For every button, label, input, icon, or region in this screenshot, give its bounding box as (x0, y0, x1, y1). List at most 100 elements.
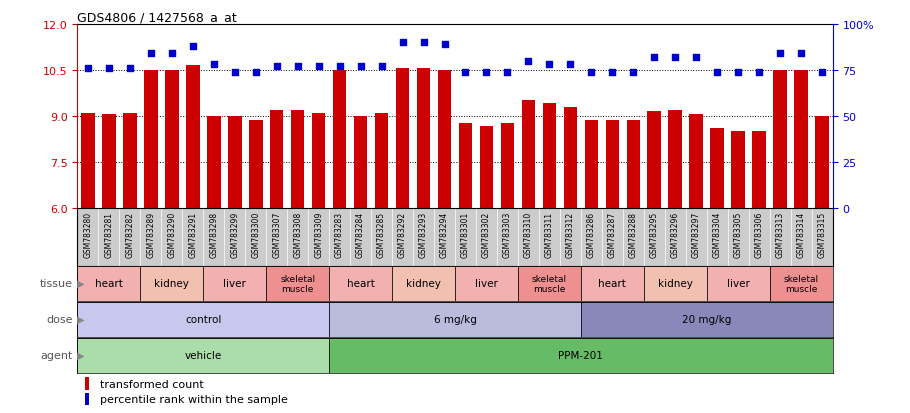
Text: GSM783306: GSM783306 (754, 211, 763, 257)
Bar (753, 132, 766, 208)
Text: percentile rank within the sample: percentile rank within the sample (100, 394, 288, 404)
Text: GSM783289: GSM783289 (147, 211, 156, 257)
Bar (267, 266, 329, 301)
Text: heart: heart (95, 278, 123, 289)
Bar (248, 121, 262, 208)
Point (584, 69, 599, 76)
Text: GSM783302: GSM783302 (482, 211, 491, 257)
Text: liver: liver (223, 278, 246, 289)
Point (459, 69, 473, 76)
Text: GSM783311: GSM783311 (545, 211, 554, 257)
Point (102, 66, 116, 72)
Bar (329, 302, 581, 337)
Text: 6 mg/kg: 6 mg/kg (433, 314, 477, 325)
Text: dose: dose (46, 314, 73, 325)
Bar (77, 266, 140, 301)
Bar (228, 116, 241, 208)
Text: skeletal
muscle: skeletal muscle (280, 274, 315, 293)
Bar (417, 69, 430, 208)
Point (395, 40, 410, 46)
Text: liver: liver (475, 278, 498, 289)
Text: GSM783312: GSM783312 (566, 211, 575, 257)
Point (81, 66, 96, 72)
Bar (542, 104, 556, 208)
Text: heart: heart (347, 278, 375, 289)
Text: 20 mg/kg: 20 mg/kg (682, 314, 732, 325)
Bar (392, 266, 455, 301)
Text: GSM783294: GSM783294 (440, 211, 449, 257)
Bar (207, 116, 220, 208)
Text: GSM783285: GSM783285 (377, 211, 386, 257)
Text: GSM783288: GSM783288 (629, 211, 638, 257)
Text: skeletal
muscle: skeletal muscle (784, 274, 819, 293)
Point (416, 40, 430, 46)
Text: GSM783280: GSM783280 (84, 211, 92, 257)
Bar (581, 302, 833, 337)
Point (689, 55, 703, 61)
Point (542, 62, 557, 69)
Text: GSM783300: GSM783300 (251, 211, 260, 257)
Bar (644, 266, 707, 301)
Point (668, 55, 682, 61)
Point (374, 64, 389, 70)
Point (814, 69, 829, 76)
Text: GSM783293: GSM783293 (419, 211, 428, 257)
Bar (203, 266, 267, 301)
Text: GSM783307: GSM783307 (272, 211, 281, 257)
Bar (375, 114, 389, 208)
Bar (140, 266, 203, 301)
Text: GSM783301: GSM783301 (461, 211, 470, 257)
Bar (459, 124, 472, 208)
Text: agent: agent (40, 350, 73, 361)
Bar (291, 110, 305, 208)
Text: GSM783299: GSM783299 (230, 211, 239, 257)
Point (563, 62, 578, 69)
Text: kidney: kidney (406, 278, 441, 289)
Bar (605, 121, 619, 208)
Text: ▶: ▶ (74, 314, 85, 325)
Text: GSM783303: GSM783303 (503, 211, 512, 257)
Text: GSM783291: GSM783291 (188, 211, 197, 257)
Point (311, 64, 326, 70)
Text: GDS4806 / 1427568_a_at: GDS4806 / 1427568_a_at (77, 11, 238, 24)
Text: ▶: ▶ (74, 350, 85, 361)
Bar (396, 69, 410, 208)
Bar (626, 121, 640, 208)
Point (647, 55, 662, 61)
Bar (329, 338, 833, 373)
Bar (501, 124, 514, 208)
Bar (707, 266, 770, 301)
Bar (521, 101, 535, 208)
Text: kidney: kidney (658, 278, 693, 289)
Text: GSM783309: GSM783309 (314, 211, 323, 257)
Bar (85, 393, 88, 406)
Point (501, 69, 515, 76)
Text: GSM783308: GSM783308 (293, 211, 302, 257)
Bar (711, 129, 724, 208)
Text: GSM783304: GSM783304 (713, 211, 722, 257)
Bar (333, 71, 347, 208)
Bar (329, 266, 392, 301)
Point (626, 69, 641, 76)
Bar (270, 110, 284, 208)
Text: kidney: kidney (155, 278, 189, 289)
Text: ▶: ▶ (74, 278, 85, 289)
Text: GSM783283: GSM783283 (335, 211, 344, 257)
Point (144, 51, 158, 57)
Bar (794, 71, 808, 208)
Text: vehicle: vehicle (185, 350, 222, 361)
Bar (815, 116, 829, 208)
Point (332, 64, 347, 70)
Text: PPM-201: PPM-201 (559, 350, 603, 361)
Bar (354, 116, 368, 208)
Point (248, 69, 263, 76)
Point (773, 51, 787, 57)
Bar (690, 115, 703, 208)
Point (437, 42, 451, 48)
Bar (438, 71, 451, 208)
Bar (732, 132, 745, 208)
Text: GSM783298: GSM783298 (209, 211, 218, 257)
Point (480, 69, 494, 76)
Bar (81, 114, 95, 208)
Bar (102, 115, 116, 208)
